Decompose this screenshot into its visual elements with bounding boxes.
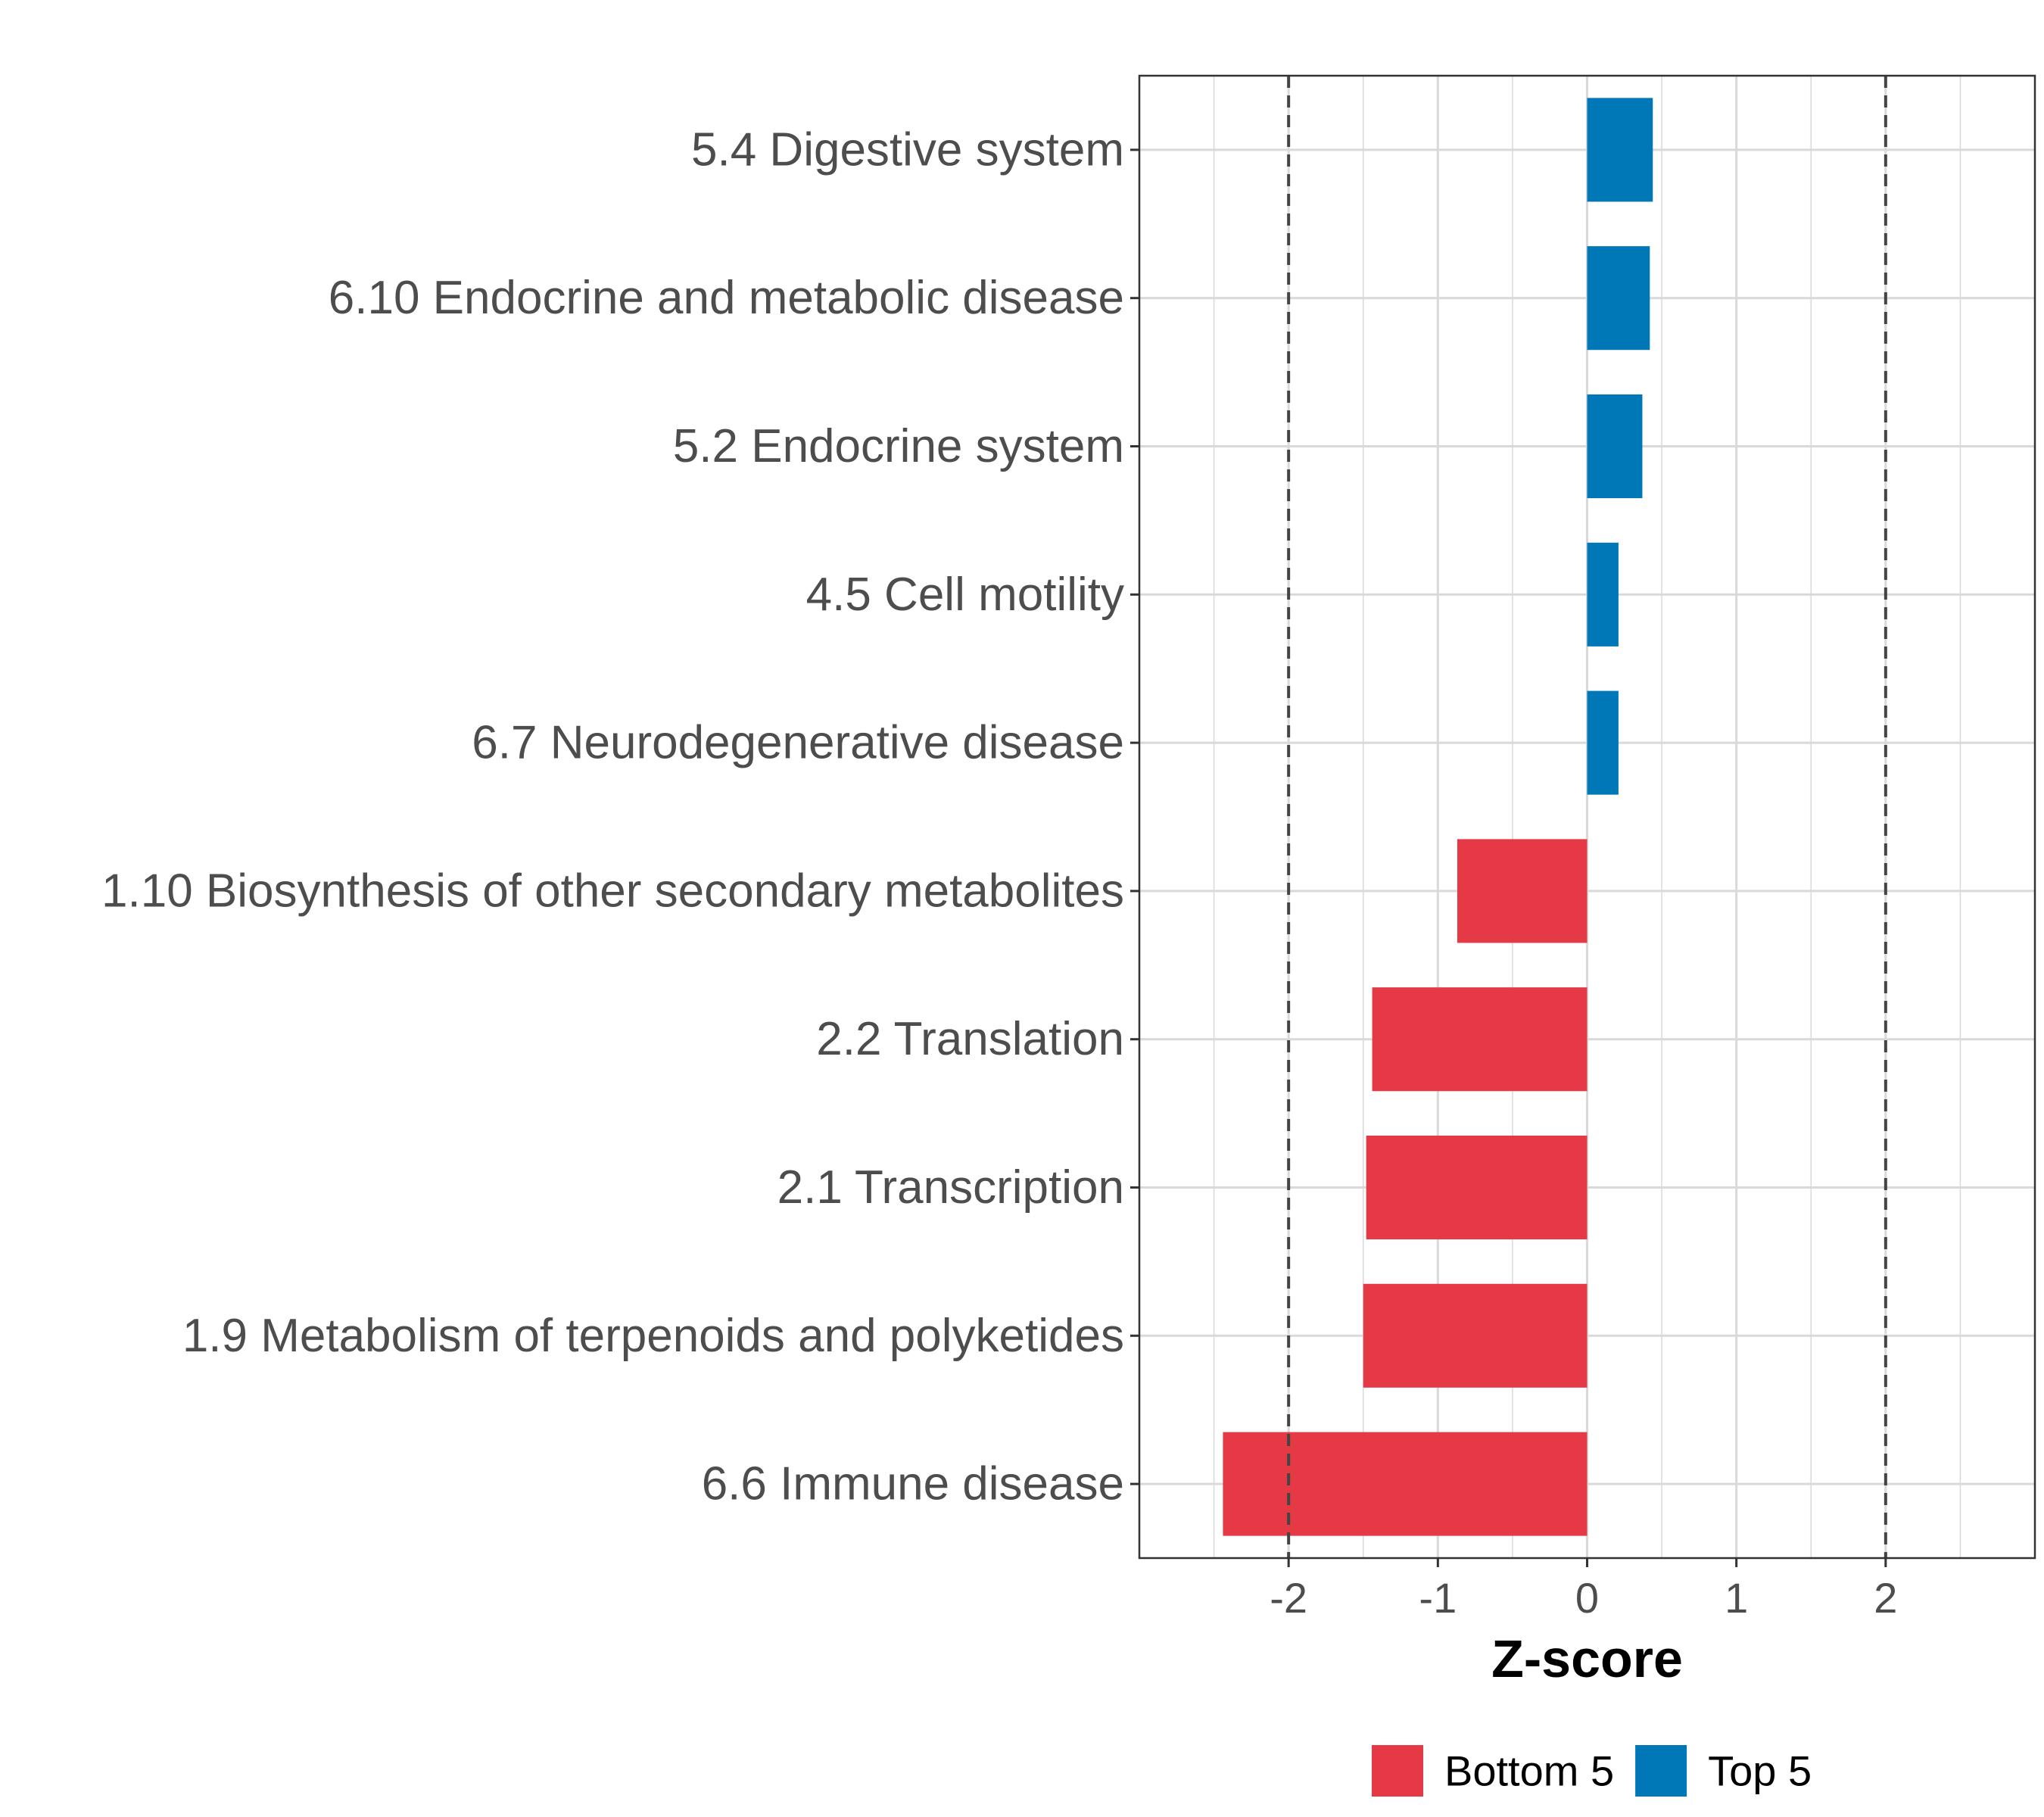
category-label: 1.10 Biosynthesis of other secondary met… <box>101 865 1124 917</box>
x-tick-label: 1 <box>1725 1574 1748 1622</box>
reference-lines <box>1287 76 1887 1558</box>
bar-5 <box>1587 690 1619 795</box>
x-tick-label: -2 <box>1270 1574 1307 1622</box>
legend: Bottom 5 Top 5 <box>1372 1745 1812 1797</box>
bar-6 <box>1457 839 1588 943</box>
x-tick-label: 0 <box>1575 1574 1599 1622</box>
bar-9 <box>1363 1283 1588 1388</box>
category-label: 6.10 Endocrine and metabolic disease <box>329 272 1124 324</box>
category-label: 6.6 Immune disease <box>702 1458 1124 1510</box>
category-label: 4.5 Cell motility <box>806 569 1124 621</box>
bar-8 <box>1366 1135 1588 1240</box>
legend-swatch <box>1372 1745 1423 1797</box>
bar-1 <box>1587 98 1653 202</box>
bar-2 <box>1587 246 1650 351</box>
bar-3 <box>1587 394 1643 499</box>
legend-label: Top 5 <box>1708 1747 1812 1795</box>
legend-swatch <box>1635 1745 1687 1797</box>
category-label: 1.9 Metabolism of terpenoids and polyket… <box>182 1310 1124 1362</box>
category-label: 2.2 Translation <box>816 1013 1124 1065</box>
legend-label: Bottom 5 <box>1444 1747 1614 1795</box>
x-tick-label: 2 <box>1874 1574 1897 1622</box>
y-axis: 5.4 Digestive system 6.10 Endocrine and m… <box>101 123 1139 1510</box>
bars <box>1223 98 1653 1536</box>
category-label: 2.1 Transcription <box>777 1161 1124 1214</box>
bar-10 <box>1223 1432 1588 1536</box>
category-label: 5.4 Digestive system <box>691 123 1124 176</box>
category-label: 5.2 Endocrine system <box>673 420 1124 472</box>
bar-7 <box>1372 987 1588 1092</box>
x-axis: -2 -1 0 1 2 <box>1270 1558 1897 1622</box>
x-axis-title: Z-score <box>1491 1629 1683 1688</box>
category-label: 6.7 Neurodegenerative disease <box>472 717 1124 769</box>
x-tick-label: -1 <box>1419 1574 1457 1622</box>
bar-4 <box>1587 542 1619 647</box>
